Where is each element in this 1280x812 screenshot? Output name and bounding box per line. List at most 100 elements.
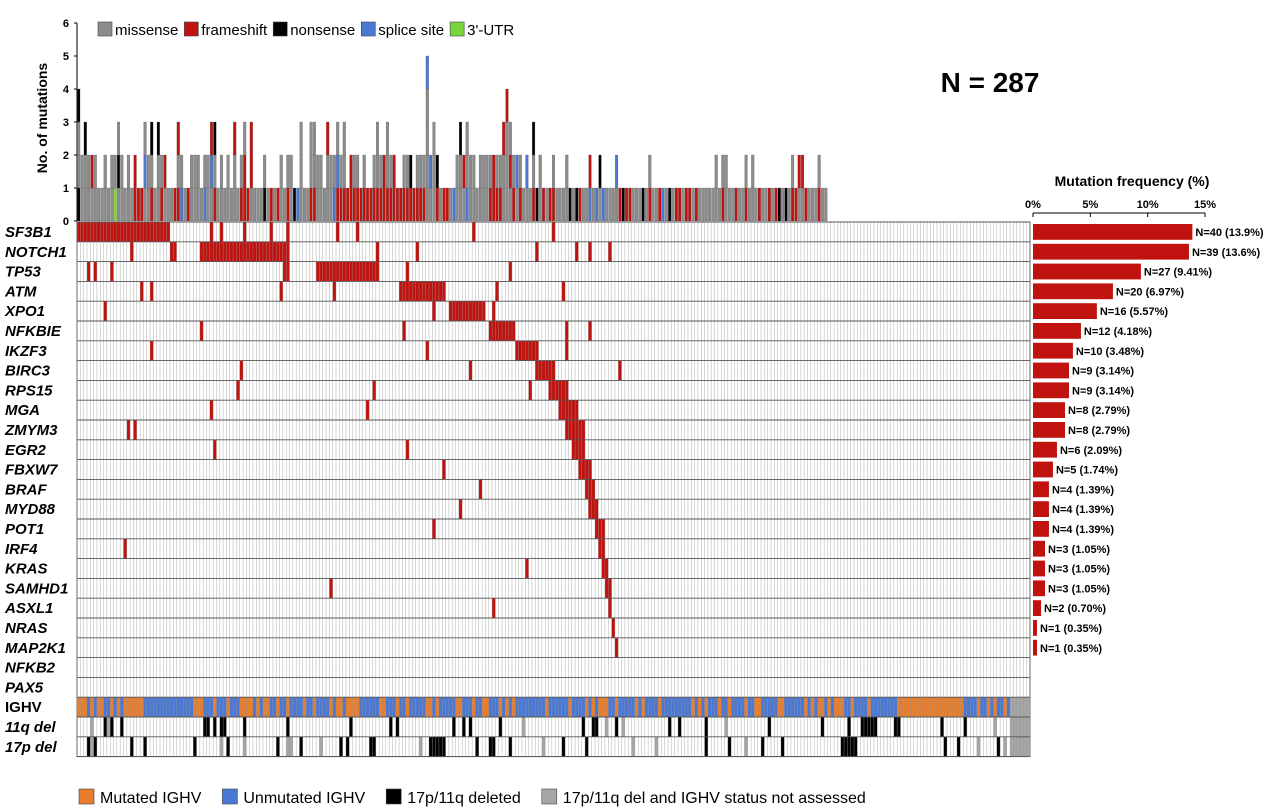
histogram-bar bbox=[176, 154, 180, 189]
mutated-cell bbox=[405, 439, 410, 460]
mutated-cell bbox=[156, 222, 161, 242]
gene-label-asxl1: ASXL1 bbox=[4, 600, 53, 617]
histogram-bar bbox=[359, 187, 363, 222]
histogram-bar bbox=[807, 187, 811, 222]
histogram-bar bbox=[621, 187, 625, 222]
histogram-bar bbox=[502, 121, 506, 156]
histogram-bar bbox=[757, 187, 761, 222]
ighv-cell bbox=[990, 697, 994, 717]
histogram-bar bbox=[156, 154, 160, 189]
ighv-cell bbox=[389, 697, 393, 717]
matrix-background bbox=[76, 221, 1031, 758]
ighv-cell bbox=[857, 697, 861, 717]
histogram-bar bbox=[183, 187, 187, 222]
status-legend-label: Mutated IGHV bbox=[100, 790, 202, 807]
histogram-bar bbox=[445, 187, 449, 222]
deletion-cell bbox=[847, 717, 851, 737]
histogram-bar bbox=[761, 187, 765, 222]
ighv-cell bbox=[455, 697, 459, 717]
histogram-bar bbox=[219, 187, 223, 222]
histogram-tick-label: 1 bbox=[63, 183, 69, 195]
deletion-cell bbox=[595, 717, 599, 737]
ighv-cell bbox=[893, 697, 898, 717]
histogram-bar bbox=[93, 187, 97, 222]
ighv-cell bbox=[638, 697, 642, 717]
histogram-bar bbox=[708, 187, 712, 222]
ighv-cell bbox=[511, 697, 516, 717]
histogram-bar bbox=[498, 154, 502, 189]
mutated-cell bbox=[472, 301, 476, 321]
ighv-cell bbox=[575, 697, 579, 717]
histogram-bar bbox=[309, 121, 313, 156]
gene-label-nfkb2: NFKB2 bbox=[5, 660, 56, 677]
histogram-bar bbox=[117, 187, 120, 222]
histogram-bar bbox=[253, 187, 257, 222]
histogram-bar bbox=[316, 154, 320, 189]
ighv-cell bbox=[591, 697, 596, 717]
histogram-bar bbox=[133, 187, 137, 222]
ighv-cell bbox=[412, 697, 416, 717]
histogram-bar bbox=[233, 154, 237, 189]
histogram-bar bbox=[485, 187, 489, 222]
histogram-bar bbox=[385, 187, 389, 222]
histogram-bar bbox=[565, 154, 569, 189]
annotation-label: 11q del bbox=[5, 719, 56, 736]
deletion-cell bbox=[203, 717, 207, 737]
ighv-cell bbox=[266, 697, 270, 717]
mutated-cell bbox=[462, 301, 466, 321]
ighv-cell bbox=[551, 697, 556, 717]
histogram-bar bbox=[754, 187, 758, 222]
histogram-bar bbox=[150, 121, 154, 156]
mutated-cell bbox=[322, 261, 327, 282]
histogram-bar bbox=[638, 187, 642, 222]
ighv-cell bbox=[113, 697, 117, 717]
histogram-bar bbox=[402, 154, 406, 189]
ighv-cell bbox=[1003, 697, 1007, 717]
mutated-cell bbox=[608, 598, 612, 618]
histogram-bar bbox=[615, 187, 619, 222]
histogram-bar bbox=[120, 187, 124, 222]
mutated-cell bbox=[130, 222, 134, 242]
gene-label-irf4: IRF4 bbox=[5, 541, 38, 558]
ighv-cell bbox=[850, 697, 855, 717]
histogram-bar bbox=[302, 187, 306, 222]
ighv-cell bbox=[824, 697, 828, 717]
histogram-bar bbox=[694, 187, 698, 222]
histogram-bar bbox=[153, 187, 157, 222]
deletion-cell bbox=[844, 736, 848, 757]
deletion-cell bbox=[243, 717, 247, 737]
mutated-cell bbox=[113, 222, 117, 242]
mutated-cell bbox=[432, 281, 436, 302]
ighv-cell bbox=[860, 697, 864, 717]
mutated-cell bbox=[239, 241, 244, 262]
ighv-cell bbox=[767, 697, 771, 717]
mutated-cell bbox=[518, 340, 522, 361]
ighv-cell bbox=[213, 697, 217, 717]
histogram-bar bbox=[269, 187, 273, 222]
histogram-bar bbox=[801, 187, 805, 222]
ighv-cell bbox=[585, 697, 589, 717]
ighv-cell bbox=[502, 697, 506, 717]
histogram-y-label: No. of mutations bbox=[34, 63, 50, 174]
histogram-bar bbox=[126, 187, 130, 222]
mutated-cell bbox=[359, 261, 363, 282]
mutated-cell bbox=[515, 340, 519, 361]
ighv-cell bbox=[707, 697, 712, 717]
mutated-cell bbox=[478, 479, 483, 500]
ighv-cell bbox=[332, 697, 337, 717]
mutated-cell bbox=[219, 222, 224, 242]
histogram-bar bbox=[435, 154, 439, 189]
histogram-bar bbox=[688, 187, 692, 222]
mutated-cell bbox=[601, 519, 605, 539]
deletion-cell bbox=[614, 717, 619, 737]
mutated-cell bbox=[588, 321, 592, 341]
mutated-cell bbox=[585, 479, 589, 500]
ighv-cell bbox=[495, 697, 499, 717]
histogram-bar bbox=[379, 187, 383, 222]
histogram-bar bbox=[150, 187, 154, 222]
mutated-cell bbox=[199, 241, 204, 262]
histogram-bar bbox=[246, 187, 250, 222]
histogram-bar bbox=[721, 187, 725, 222]
deletion-cell bbox=[106, 717, 111, 737]
mutated-cell bbox=[508, 261, 512, 282]
